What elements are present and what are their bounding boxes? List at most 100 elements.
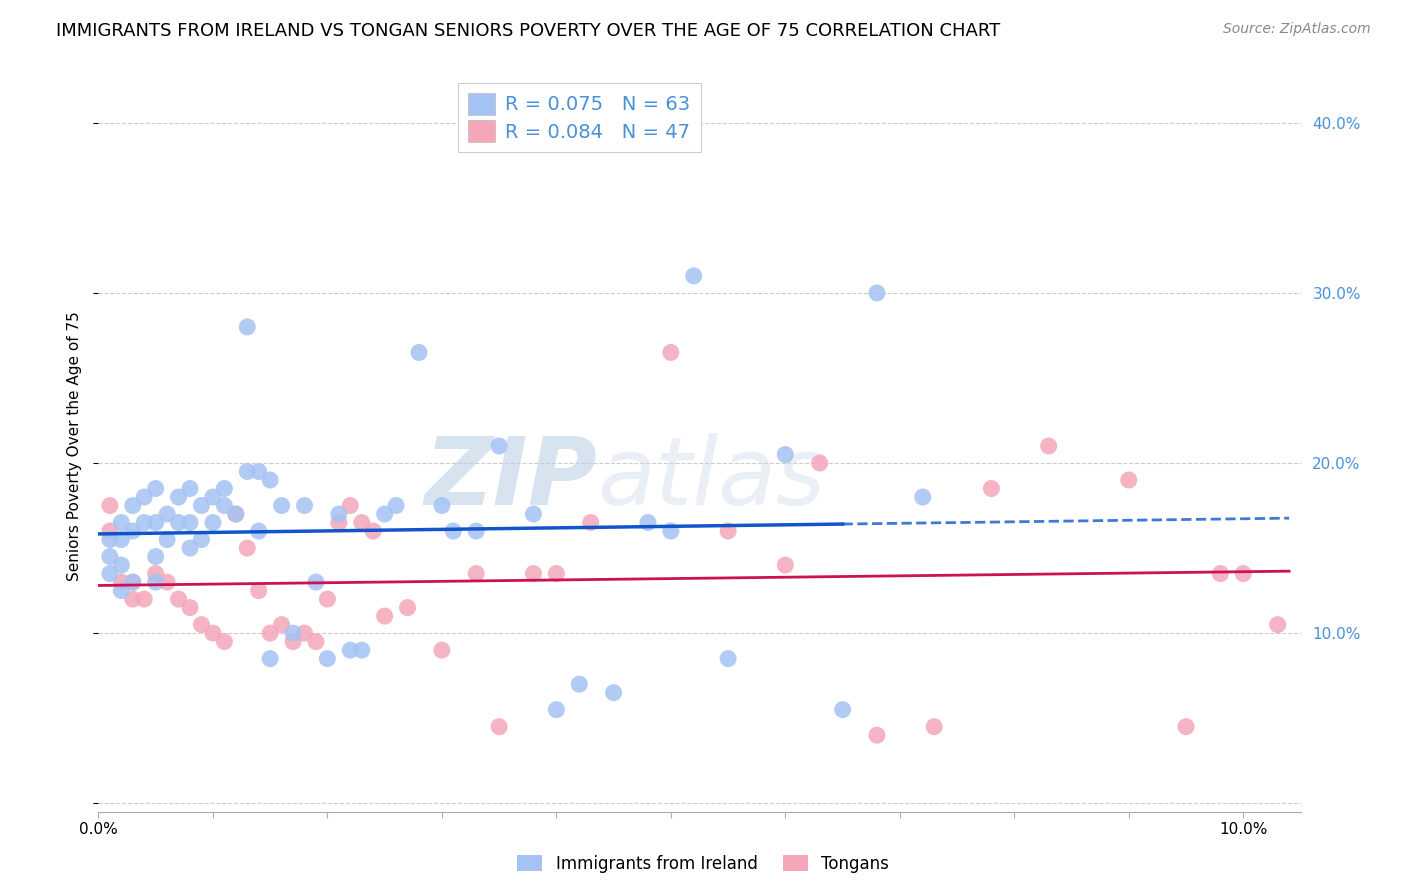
Point bbox=[156, 575, 179, 590]
Point bbox=[214, 634, 236, 648]
Point bbox=[110, 533, 132, 547]
Point bbox=[121, 592, 143, 607]
Point bbox=[374, 507, 396, 521]
Point bbox=[201, 626, 224, 640]
Point bbox=[316, 592, 339, 607]
Point bbox=[1038, 439, 1060, 453]
Point bbox=[294, 626, 316, 640]
Point bbox=[270, 617, 292, 632]
Point bbox=[922, 720, 945, 734]
Point bbox=[190, 533, 212, 547]
Point bbox=[546, 566, 568, 581]
Point bbox=[465, 566, 488, 581]
Point bbox=[98, 533, 121, 547]
Point bbox=[465, 524, 488, 538]
Point bbox=[121, 499, 143, 513]
Point bbox=[866, 728, 889, 742]
Point bbox=[156, 507, 179, 521]
Point bbox=[350, 643, 373, 657]
Point bbox=[339, 643, 361, 657]
Point bbox=[328, 516, 350, 530]
Point bbox=[167, 516, 190, 530]
Point bbox=[488, 720, 510, 734]
Point bbox=[110, 583, 132, 598]
Point bbox=[522, 566, 544, 581]
Point bbox=[281, 634, 304, 648]
Point bbox=[305, 575, 328, 590]
Point bbox=[121, 524, 143, 538]
Point bbox=[201, 516, 224, 530]
Point bbox=[259, 626, 281, 640]
Point bbox=[281, 626, 304, 640]
Point bbox=[682, 268, 704, 283]
Point bbox=[1118, 473, 1140, 487]
Point bbox=[430, 643, 453, 657]
Point bbox=[110, 516, 132, 530]
Point bbox=[488, 439, 510, 453]
Point bbox=[775, 448, 797, 462]
Point bbox=[121, 575, 143, 590]
Point bbox=[247, 583, 270, 598]
Point bbox=[236, 541, 259, 555]
Point bbox=[145, 549, 167, 564]
Point bbox=[98, 499, 121, 513]
Point bbox=[110, 558, 132, 572]
Point bbox=[134, 592, 156, 607]
Point bbox=[259, 473, 281, 487]
Point bbox=[214, 499, 236, 513]
Point bbox=[121, 575, 143, 590]
Point bbox=[225, 507, 247, 521]
Point bbox=[294, 499, 316, 513]
Point bbox=[1209, 566, 1232, 581]
Point bbox=[270, 499, 292, 513]
Point bbox=[247, 465, 270, 479]
Point bbox=[145, 482, 167, 496]
Point bbox=[225, 507, 247, 521]
Point bbox=[98, 524, 121, 538]
Point bbox=[385, 499, 408, 513]
Point bbox=[1267, 617, 1289, 632]
Point bbox=[866, 285, 889, 300]
Point bbox=[110, 575, 132, 590]
Point bbox=[361, 524, 384, 538]
Point bbox=[134, 516, 156, 530]
Point bbox=[236, 320, 259, 334]
Point bbox=[522, 507, 544, 521]
Text: Source: ZipAtlas.com: Source: ZipAtlas.com bbox=[1223, 22, 1371, 37]
Point bbox=[259, 651, 281, 665]
Point bbox=[98, 566, 121, 581]
Point bbox=[236, 465, 259, 479]
Point bbox=[775, 558, 797, 572]
Point bbox=[179, 541, 201, 555]
Point bbox=[396, 600, 419, 615]
Point bbox=[167, 490, 190, 504]
Point bbox=[659, 524, 682, 538]
Point bbox=[568, 677, 591, 691]
Text: atlas: atlas bbox=[598, 434, 825, 524]
Point bbox=[145, 575, 167, 590]
Point bbox=[179, 482, 201, 496]
Point bbox=[659, 345, 682, 359]
Point bbox=[339, 499, 361, 513]
Point bbox=[717, 651, 740, 665]
Point bbox=[374, 609, 396, 624]
Point bbox=[201, 490, 224, 504]
Point bbox=[1175, 720, 1198, 734]
Legend: Immigrants from Ireland, Tongans: Immigrants from Ireland, Tongans bbox=[510, 848, 896, 880]
Point bbox=[717, 524, 740, 538]
Point bbox=[602, 686, 624, 700]
Text: IMMIGRANTS FROM IRELAND VS TONGAN SENIORS POVERTY OVER THE AGE OF 75 CORRELATION: IMMIGRANTS FROM IRELAND VS TONGAN SENIOR… bbox=[56, 22, 1001, 40]
Y-axis label: Seniors Poverty Over the Age of 75: Seniors Poverty Over the Age of 75 bbox=[67, 311, 83, 581]
Point bbox=[190, 499, 212, 513]
Point bbox=[350, 516, 373, 530]
Legend: R = 0.075   N = 63, R = 0.084   N = 47: R = 0.075 N = 63, R = 0.084 N = 47 bbox=[457, 83, 702, 153]
Point bbox=[831, 703, 853, 717]
Point bbox=[980, 482, 1002, 496]
Point bbox=[145, 566, 167, 581]
Point bbox=[190, 617, 212, 632]
Point bbox=[305, 634, 328, 648]
Point bbox=[134, 490, 156, 504]
Point bbox=[98, 549, 121, 564]
Point bbox=[911, 490, 934, 504]
Point bbox=[637, 516, 659, 530]
